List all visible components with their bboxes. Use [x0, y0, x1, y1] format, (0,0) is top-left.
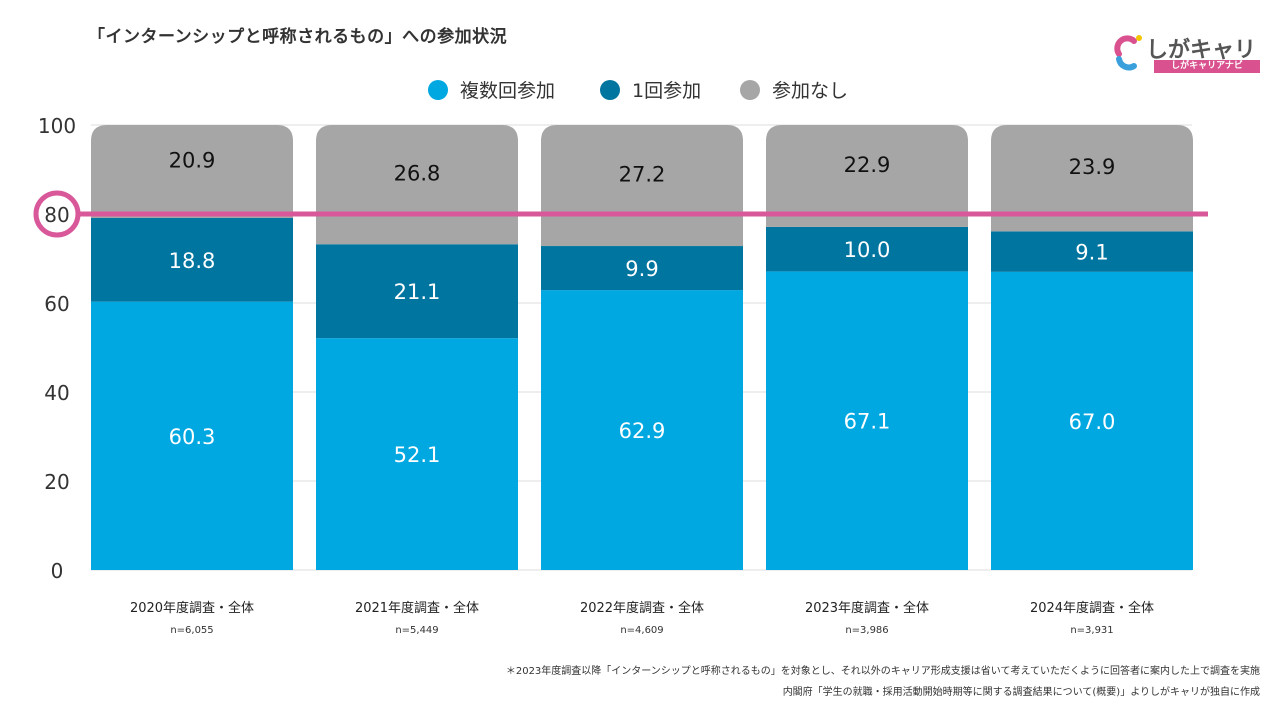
- legend-swatch-none: [740, 79, 760, 100]
- bar-segment-once: [541, 246, 743, 291]
- x-tick-label: 2022年度調査・全体: [579, 601, 705, 616]
- y-tick-label: 60: [44, 292, 69, 316]
- y-tick-label: 40: [44, 381, 69, 405]
- data-label: 18.8: [169, 249, 216, 273]
- bar-stack: [991, 125, 1193, 570]
- data-label: 22.9: [844, 153, 891, 177]
- source-note: 内閣府「学生の就職・採用活動開始時期等に関する調査結果について(概要)」よりしが…: [782, 687, 1260, 698]
- legend: 複数回参加 1回参加 参加なし: [0, 76, 1280, 102]
- legend-item-multi: 複数回参加: [428, 76, 555, 103]
- data-label: 60.3: [169, 425, 216, 449]
- bar-stack: [541, 125, 743, 570]
- bar-segment-once: [991, 231, 1193, 272]
- legend-swatch-multi: [428, 79, 448, 100]
- bar-stack: [91, 125, 293, 570]
- logo-text: しがキャリ: [1146, 38, 1257, 63]
- y-tick-label: 100: [38, 114, 76, 138]
- bar-segment-once: [91, 218, 293, 302]
- bar-segment-none: [766, 125, 968, 227]
- data-label: 9.9: [625, 257, 658, 281]
- sample-size-label: n=6,055: [170, 625, 214, 636]
- bar-segment-multi: [91, 301, 293, 570]
- chart-title: 「インターンシップと呼称されるもの」への参加状況: [88, 27, 508, 47]
- data-label: 21.1: [394, 280, 441, 304]
- bar-stack: [316, 125, 518, 570]
- legend-label: 1回参加: [632, 80, 702, 102]
- y-tick-label: 80: [44, 203, 69, 227]
- data-label: 67.1: [844, 410, 891, 434]
- bar-segment-multi: [316, 338, 518, 570]
- highlight-circle-fill: [39, 196, 75, 232]
- data-label: 26.8: [394, 162, 441, 186]
- bar-segment-multi: [991, 271, 1193, 570]
- x-tick-label: 2021年度調査・全体: [354, 601, 480, 616]
- bar-segment-none: [316, 125, 518, 245]
- logo: しがキャリ しがキャリアナビ: [1112, 32, 1262, 76]
- legend-label: 参加なし: [772, 80, 849, 102]
- data-label: 10.0: [844, 238, 891, 262]
- data-label: 27.2: [619, 163, 666, 187]
- bar-segment-once: [766, 226, 968, 272]
- logo-subtitle: しがキャリアナビ: [1154, 60, 1260, 73]
- bar-segment-multi: [541, 290, 743, 570]
- x-tick-label: 2024年度調査・全体: [1029, 601, 1155, 616]
- logo-mark-icon: [1114, 35, 1142, 71]
- y-tick-label: 0: [51, 559, 64, 583]
- bar-segment-multi: [766, 271, 968, 570]
- legend-item-none: 参加なし: [740, 76, 848, 103]
- data-label: 52.1: [394, 443, 441, 467]
- sample-size-label: n=5,449: [395, 625, 439, 636]
- bar-segment-none: [91, 125, 293, 219]
- bar-stack: [766, 125, 968, 570]
- legend-swatch-once: [600, 79, 620, 100]
- data-label: 9.1: [1075, 241, 1108, 265]
- sample-size-label: n=3,986: [845, 625, 889, 636]
- sample-size-label: n=3,931: [1070, 625, 1114, 636]
- data-label: 67.0: [1069, 410, 1116, 434]
- x-tick-label: 2020年度調査・全体: [129, 601, 255, 616]
- data-label: 23.9: [1069, 155, 1116, 179]
- data-label: 20.9: [169, 149, 216, 173]
- x-tick-label: 2023年度調査・全体: [804, 601, 930, 616]
- footnote: ＊2023年度調査以降「インターンシップと呼称されるもの」を対象とし、それ以外の…: [505, 666, 1260, 677]
- bar-segment-once: [316, 244, 518, 339]
- sample-size-label: n=4,609: [620, 625, 664, 636]
- y-tick-label: 20: [44, 470, 69, 494]
- legend-label: 複数回参加: [460, 80, 556, 102]
- bar-segment-none: [541, 125, 743, 247]
- highlight-circle: [33, 190, 81, 238]
- legend-item-once: 1回参加: [600, 76, 701, 103]
- data-label: 62.9: [619, 419, 666, 443]
